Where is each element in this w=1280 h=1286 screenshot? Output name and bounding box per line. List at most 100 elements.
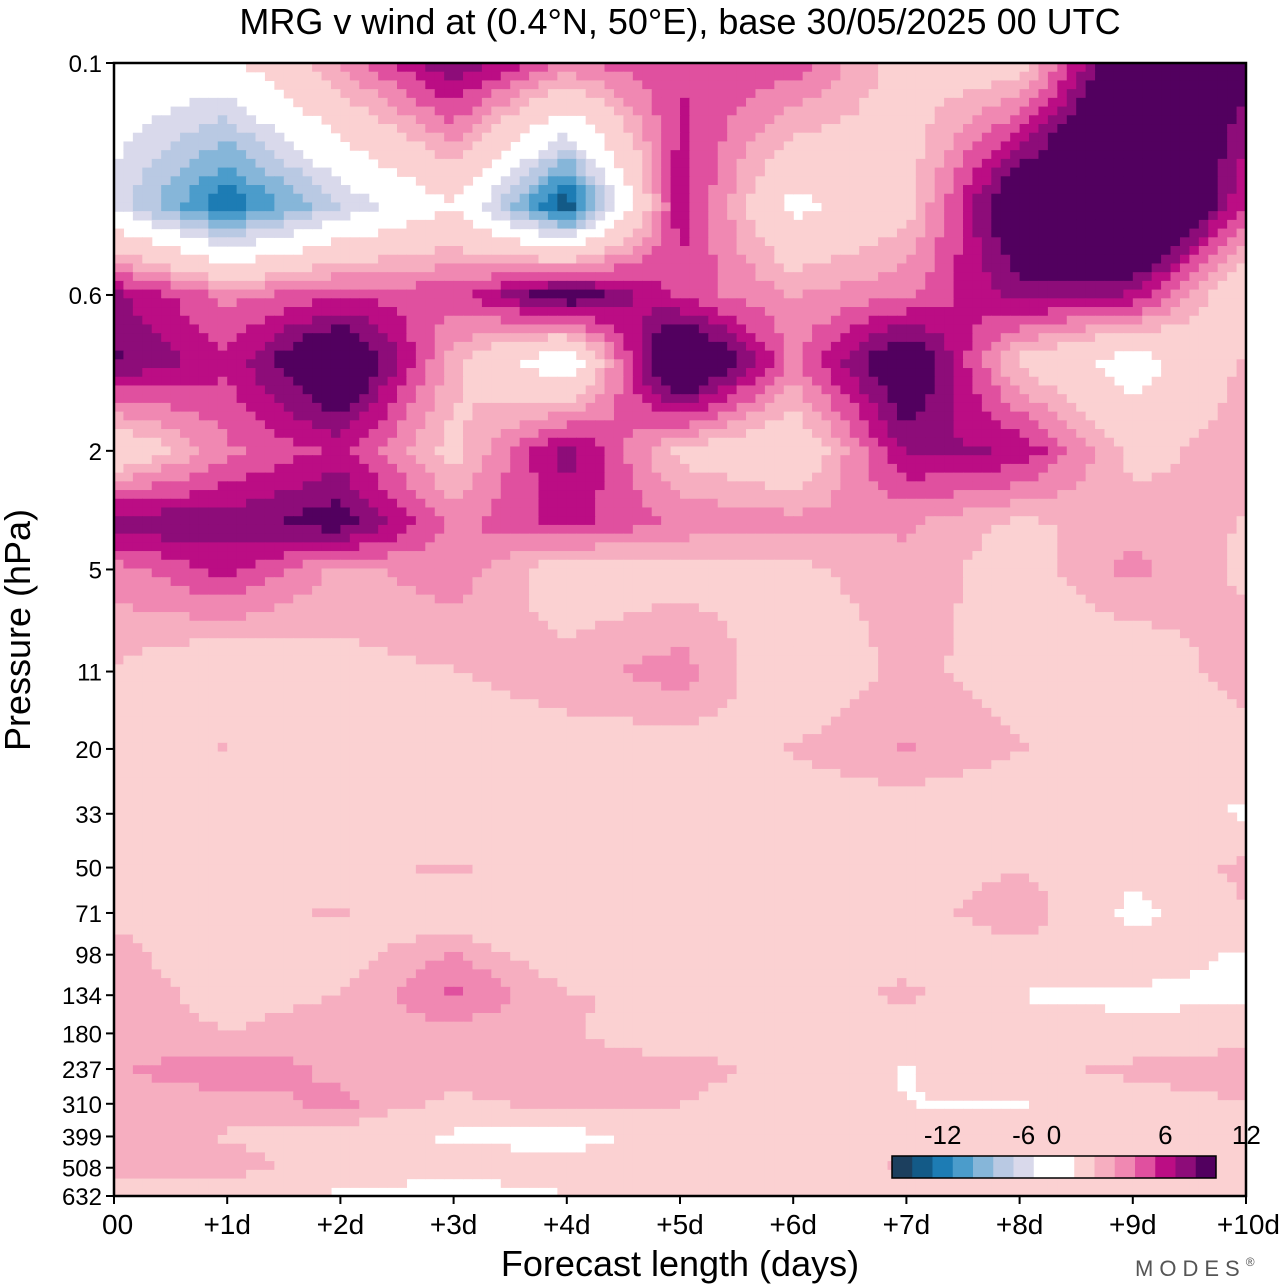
contour-cell <box>991 124 1001 133</box>
contour-cell <box>925 246 935 255</box>
contour-cell <box>822 290 832 299</box>
contour-cell <box>1001 124 1011 133</box>
contour-cell <box>595 359 605 368</box>
contour-cell <box>1076 438 1086 447</box>
contour-cell <box>1029 429 1039 438</box>
contour-cell <box>501 394 511 403</box>
contour-cell <box>1218 412 1228 421</box>
contour-cell <box>689 385 699 394</box>
contour-cell <box>954 185 964 194</box>
contour-cell <box>878 255 888 264</box>
contour-cell <box>746 211 756 220</box>
contour-cell <box>293 281 303 290</box>
contour-cell <box>312 98 322 107</box>
contour-cell <box>1020 377 1030 386</box>
contour-cell <box>1152 438 1162 447</box>
contour-cell <box>1057 98 1067 107</box>
contour-cell <box>812 255 822 264</box>
contour-cell <box>539 272 549 281</box>
contour-cell <box>954 133 964 142</box>
contour-cell <box>699 333 709 342</box>
contour-cell <box>774 194 784 203</box>
contour-cell <box>199 281 209 290</box>
contour-cell <box>1095 107 1105 116</box>
contour-cell <box>539 229 549 238</box>
contour-cell <box>1208 185 1218 194</box>
contour-cell <box>388 290 398 299</box>
contour-cell <box>425 124 435 133</box>
contour-cell <box>1218 333 1228 342</box>
contour-cell <box>293 194 303 203</box>
contour-cell <box>1161 229 1171 238</box>
contour-cell <box>482 290 492 299</box>
contour-cell <box>916 446 926 455</box>
contour-cell <box>340 403 350 412</box>
contour-cell <box>586 412 596 421</box>
contour-cell <box>256 281 266 290</box>
contour-cell <box>303 281 313 290</box>
contour-cell <box>916 342 926 351</box>
contour-cell <box>227 150 237 159</box>
contour-cell <box>180 385 190 394</box>
contour-cell <box>237 168 247 177</box>
contour-cell <box>793 159 803 168</box>
contour-cell <box>595 446 605 455</box>
contour-cell <box>746 359 756 368</box>
contour-cell <box>840 446 850 455</box>
contour-cell <box>755 220 765 229</box>
contour-cell <box>661 429 671 438</box>
contour-cell <box>463 446 473 455</box>
contour-cell <box>1010 324 1020 333</box>
contour-cell <box>1123 202 1133 211</box>
contour-cell <box>708 202 718 211</box>
contour-cell <box>803 229 813 238</box>
contour-cell <box>680 446 690 455</box>
contour-cell <box>284 185 294 194</box>
contour-cell <box>727 98 737 107</box>
contour-cell <box>406 394 416 403</box>
contour-cell <box>312 324 322 333</box>
contour-cell <box>1086 220 1096 229</box>
contour-cell <box>652 359 662 368</box>
contour-cell <box>708 89 718 98</box>
contour-cell <box>708 72 718 81</box>
contour-cell <box>925 385 935 394</box>
contour-cell <box>189 351 199 360</box>
contour-cell <box>199 316 209 325</box>
contour-cell <box>689 115 699 124</box>
contour-cell <box>1171 385 1181 394</box>
contour-cell <box>567 63 577 72</box>
contour-cell <box>1152 141 1162 150</box>
contour-cell <box>840 263 850 272</box>
contour-cell <box>765 255 775 264</box>
contour-cell <box>180 202 190 211</box>
contour-cell <box>123 298 133 307</box>
contour-cell <box>529 63 539 72</box>
contour-cell <box>850 115 860 124</box>
contour-cell <box>1189 133 1199 142</box>
contour-cell <box>755 272 765 281</box>
contour-cell <box>472 351 482 360</box>
contour-cell <box>718 80 728 89</box>
contour-cell <box>925 211 935 220</box>
contour-cell <box>699 403 709 412</box>
contour-cell <box>746 324 756 333</box>
contour-cell <box>397 150 407 159</box>
contour-cell <box>274 438 284 447</box>
contour-cell <box>567 316 577 325</box>
contour-cell <box>171 403 181 412</box>
contour-cell <box>859 150 869 159</box>
contour-cell <box>501 272 511 281</box>
contour-cell <box>425 394 435 403</box>
contour-cell <box>727 272 737 281</box>
contour-cell <box>237 159 247 168</box>
contour-cell <box>859 185 869 194</box>
contour-cell <box>369 281 379 290</box>
contour-cell <box>850 446 860 455</box>
contour-cell <box>642 133 652 142</box>
contour-cell <box>416 403 426 412</box>
contour-cell <box>303 385 313 394</box>
contour-cell <box>1227 246 1237 255</box>
contour-cell <box>888 307 898 316</box>
contour-cell <box>359 307 369 316</box>
